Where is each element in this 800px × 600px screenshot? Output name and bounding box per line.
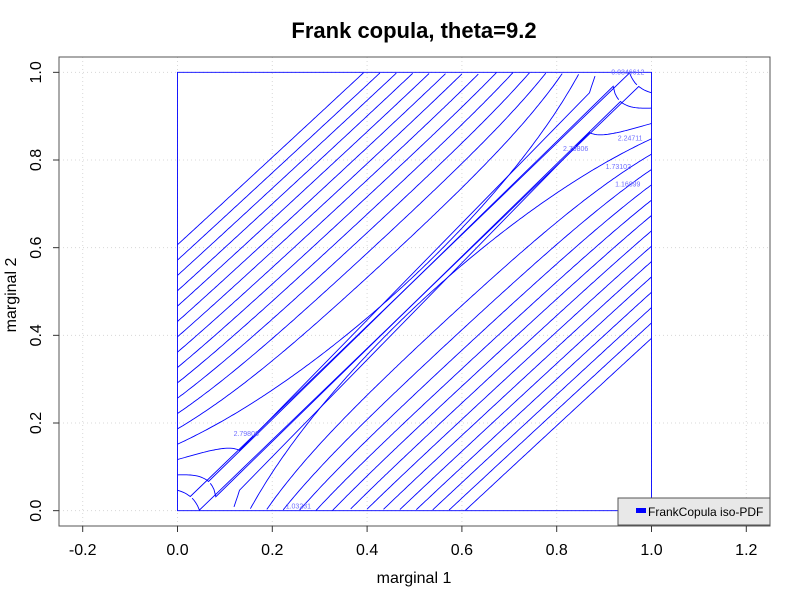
iso-pdf-line xyxy=(177,72,364,246)
iso-pdf-line xyxy=(266,153,652,510)
iso-pdf-line xyxy=(177,72,381,261)
legend: FrankCopula iso-PDF xyxy=(617,497,771,526)
iso-pdf-line xyxy=(177,73,446,322)
legend-label: FrankCopula iso-PDF xyxy=(648,505,763,519)
x-tick-label: -0.2 xyxy=(69,542,97,559)
y-tick-label: 0.4 xyxy=(28,324,45,346)
x-tick-label: 1.0 xyxy=(640,542,662,559)
iso-pdf-line xyxy=(250,138,652,509)
iso-pdf-line xyxy=(432,307,652,511)
iso-pdf-line xyxy=(448,322,652,511)
iso-pdf-line xyxy=(177,72,638,498)
x-axis: -0.2 0.0 0.2 0.4 0.6 0.8 1.0 1.2 xyxy=(69,526,758,559)
iso-pdf-line xyxy=(299,184,652,511)
contour-label: 2.24711 xyxy=(618,135,643,142)
y-axis-label: marginal 2 xyxy=(3,258,20,333)
iso-pdf-line xyxy=(177,72,547,414)
iso-pdf-line xyxy=(177,72,530,399)
iso-pdf-line xyxy=(209,100,652,498)
iso-pdf-line xyxy=(332,215,652,511)
iso-pdf-line xyxy=(177,73,430,307)
x-tick-label: 0.8 xyxy=(546,542,568,559)
iso-pdf-line xyxy=(315,199,652,511)
iso-pdf-line xyxy=(177,75,596,461)
contour-labels: 2.79806 2.24711 1.73102 1.16899 0.0346612 2.7… xyxy=(234,70,645,511)
iso-pdf-line xyxy=(177,73,563,430)
y-axis: 0.0 0.2 0.4 0.6 0.8 1.0 xyxy=(28,61,59,522)
iso-pdf-line xyxy=(282,169,652,511)
iso-pdf-line xyxy=(399,276,652,510)
iso-pdf-line xyxy=(177,72,414,292)
iso-pdf-boundary xyxy=(177,71,652,512)
iso-pdf-line xyxy=(177,73,463,338)
y-tick-label: 1.0 xyxy=(28,61,45,83)
x-tick-label: 1.2 xyxy=(735,542,757,559)
contour-label: 0.0346612 xyxy=(611,70,644,77)
iso-pdf-line xyxy=(177,73,479,353)
contour-lines xyxy=(177,71,652,512)
iso-pdf-line xyxy=(233,122,652,508)
iso-pdf-line xyxy=(465,337,652,511)
iso-pdf-line xyxy=(177,72,514,384)
x-tick-label: 0.6 xyxy=(451,542,473,559)
x-tick-label: 0.2 xyxy=(261,542,283,559)
iso-pdf-line xyxy=(177,74,579,445)
iso-pdf-line xyxy=(415,291,652,511)
chart-title: Frank copula, theta=9.2 xyxy=(291,18,536,43)
y-tick-label: 0.8 xyxy=(28,149,45,171)
x-tick-label: 0.0 xyxy=(166,542,188,559)
y-tick-label: 0.6 xyxy=(28,236,45,258)
grid xyxy=(59,57,770,526)
x-axis-label: marginal 1 xyxy=(377,570,452,587)
y-tick-label: 0.2 xyxy=(28,412,45,434)
contour-label: 1.03231 xyxy=(286,503,311,510)
legend-swatch xyxy=(636,508,646,513)
y-tick-label: 0.0 xyxy=(28,499,45,521)
iso-pdf-line xyxy=(177,72,397,276)
iso-pdf-line xyxy=(177,85,620,483)
iso-pdf-line xyxy=(191,85,652,511)
iso-pdf-line xyxy=(350,230,652,510)
contour-label: 1.16899 xyxy=(615,181,640,188)
contour-label: 2.79806 xyxy=(563,146,588,153)
contour-label: 2.79806 xyxy=(234,431,259,438)
contour-label: 1.73102 xyxy=(606,164,631,171)
iso-pdf-line xyxy=(383,261,652,510)
plot-frame xyxy=(58,56,771,527)
iso-pdf-line xyxy=(366,245,652,510)
iso-pdf-line xyxy=(177,72,497,368)
x-tick-label: 0.4 xyxy=(356,542,378,559)
